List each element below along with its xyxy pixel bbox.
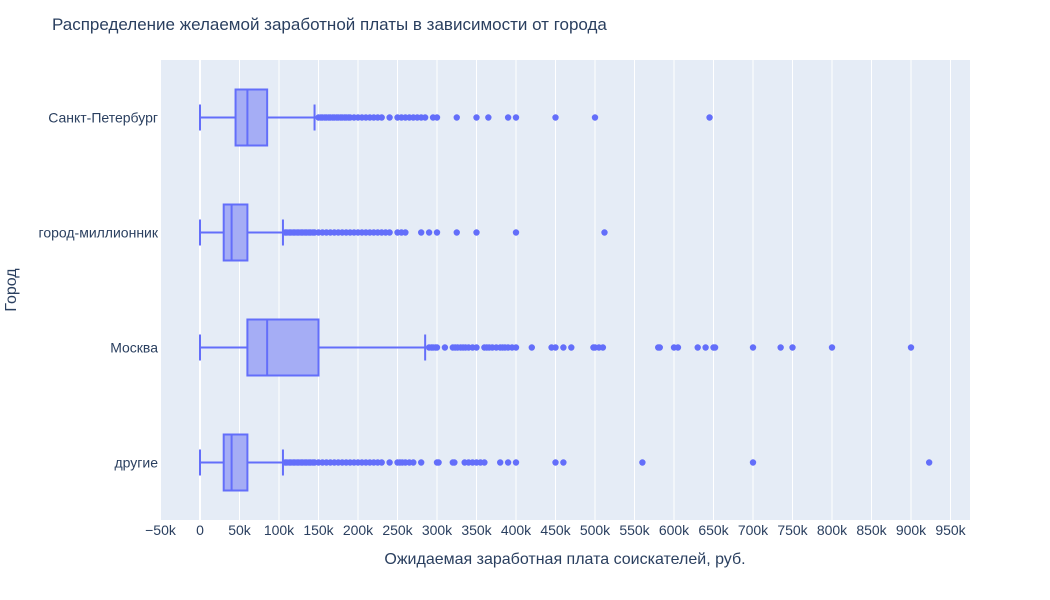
x-tick-label: 750k bbox=[777, 522, 808, 538]
outlier-point bbox=[441, 344, 449, 351]
x-tick-label: −50k bbox=[145, 522, 177, 538]
x-tick-label: 350k bbox=[461, 522, 492, 538]
iqr-box bbox=[222, 203, 249, 262]
outlier-point bbox=[410, 459, 417, 466]
outlier-point bbox=[552, 459, 559, 466]
y-tick-label: Москва bbox=[110, 340, 158, 356]
outlier-point bbox=[777, 344, 784, 351]
outlier-point bbox=[749, 459, 757, 466]
x-axis-title: Ожидаемая заработная плата соискателей, … bbox=[384, 551, 745, 568]
x-tick-label: 800k bbox=[817, 522, 848, 538]
iqr-box bbox=[234, 88, 269, 147]
x-tick-label: 850k bbox=[856, 522, 887, 538]
outlier-point bbox=[433, 229, 441, 236]
x-tick-label: 550k bbox=[619, 522, 650, 538]
y-tick-label: другие bbox=[114, 455, 158, 471]
outlier-point bbox=[504, 459, 512, 466]
x-tick-labels: −50k 0 50k 100k 150k 200k 250k 300k 350k 400k 450k… bbox=[145, 522, 967, 538]
chart-title: Распределение желаемой заработной платы … bbox=[52, 15, 607, 34]
iqr-box bbox=[222, 433, 249, 492]
outlier-point bbox=[656, 344, 663, 351]
gridlines bbox=[160, 60, 951, 520]
box-trace bbox=[199, 88, 713, 147]
outlier-point bbox=[702, 344, 709, 351]
outlier-point bbox=[711, 344, 719, 351]
outlier-point bbox=[481, 459, 488, 466]
outlier-point bbox=[497, 459, 504, 466]
outlier-point bbox=[552, 114, 559, 121]
iqr-box bbox=[246, 318, 320, 377]
x-tick-label: 200k bbox=[343, 522, 374, 538]
outlier-point bbox=[433, 114, 441, 121]
x-tick-label: 700k bbox=[738, 522, 769, 538]
x-tick-label: 0 bbox=[196, 522, 204, 538]
outlier-point bbox=[485, 114, 492, 121]
y-tick-labels: Санкт-Петербург город-миллионник Москва дру… bbox=[39, 110, 159, 471]
box-trace bbox=[199, 318, 915, 377]
x-tick-label: 600k bbox=[659, 522, 690, 538]
outlier-point bbox=[694, 344, 701, 351]
x-tick-label: 900k bbox=[896, 522, 927, 538]
outlier-point bbox=[560, 344, 567, 351]
outlier-point bbox=[418, 229, 425, 236]
y-axis-title: Город bbox=[3, 268, 20, 312]
plot-background bbox=[160, 60, 970, 520]
y-tick-label: город-миллионник bbox=[39, 225, 159, 241]
outlier-point bbox=[512, 459, 520, 466]
x-tick-label: 250k bbox=[382, 522, 413, 538]
x-tick-label: 650k bbox=[698, 522, 729, 538]
outlier-point bbox=[560, 459, 567, 466]
outlier-point bbox=[907, 344, 915, 351]
outlier-point bbox=[512, 229, 520, 236]
outlier-point bbox=[568, 344, 575, 351]
outlier-point bbox=[599, 344, 607, 351]
outlier-point bbox=[418, 459, 425, 466]
outlier-point bbox=[706, 114, 713, 121]
outlier-point bbox=[601, 229, 608, 236]
outlier-point bbox=[828, 344, 836, 351]
outlier-point bbox=[433, 344, 441, 351]
outlier-point bbox=[378, 459, 385, 466]
x-tick-label: 450k bbox=[540, 522, 571, 538]
box-trace bbox=[199, 203, 608, 262]
outlier-point bbox=[552, 344, 559, 351]
outlier-point bbox=[473, 114, 480, 121]
outlier-point bbox=[386, 114, 393, 121]
outlier-point bbox=[473, 344, 480, 351]
x-tick-label: 300k bbox=[422, 522, 453, 538]
outlier-point bbox=[378, 114, 385, 121]
outlier-point bbox=[473, 229, 480, 236]
x-tick-label: 50k bbox=[228, 522, 252, 538]
outlier-point bbox=[512, 114, 520, 121]
outlier-point bbox=[451, 459, 458, 466]
outlier-point bbox=[386, 459, 393, 466]
outlier-point bbox=[504, 114, 512, 121]
outlier-point bbox=[421, 114, 429, 121]
outlier-point bbox=[591, 114, 599, 121]
x-tick-label: 950k bbox=[935, 522, 966, 538]
box-trace bbox=[199, 433, 933, 492]
outlier-point bbox=[789, 344, 796, 351]
x-tick-label: 150k bbox=[303, 522, 334, 538]
outlier-point bbox=[402, 229, 409, 236]
box-series bbox=[199, 88, 933, 492]
outlier-point bbox=[925, 459, 933, 466]
outlier-point bbox=[453, 114, 460, 121]
x-tick-label: 100k bbox=[264, 522, 295, 538]
y-tick-label: Санкт-Петербург bbox=[48, 110, 158, 126]
outlier-point bbox=[425, 229, 433, 236]
outlier-point bbox=[749, 344, 757, 351]
outlier-point bbox=[639, 459, 646, 466]
outlier-point bbox=[435, 459, 442, 466]
outlier-point bbox=[674, 344, 682, 351]
outlier-point bbox=[512, 344, 520, 351]
x-tick-label: 500k bbox=[580, 522, 611, 538]
outlier-point bbox=[453, 229, 460, 236]
x-tick-label: 400k bbox=[501, 522, 532, 538]
outlier-point bbox=[386, 229, 393, 236]
outlier-point bbox=[528, 344, 535, 351]
